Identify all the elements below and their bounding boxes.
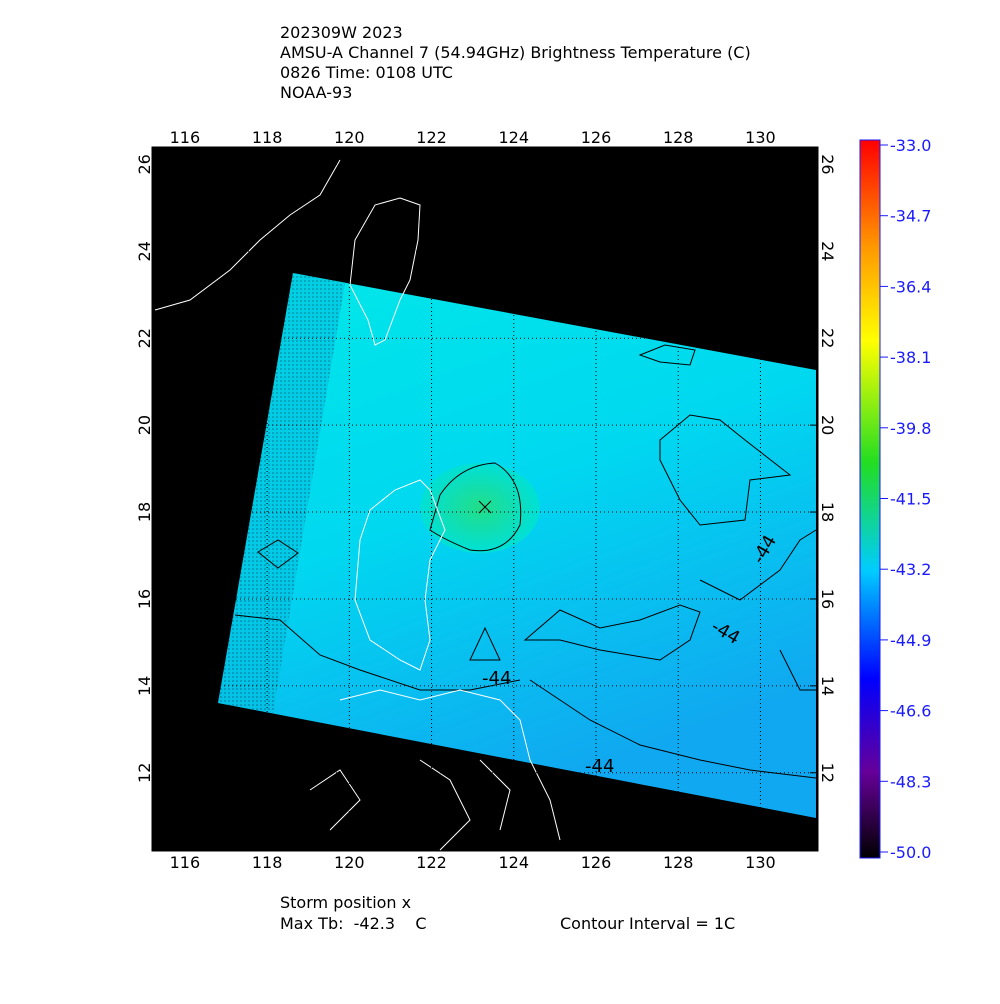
y-tick-label: 22 (135, 328, 154, 348)
warm-core (420, 463, 540, 553)
colorbar-label: -44.9 (890, 631, 931, 650)
colorbar-label: -39.8 (890, 419, 931, 438)
y-tick-label: 16 (818, 589, 837, 609)
x-tick-label: 118 (252, 853, 283, 872)
x-tick-label: 130 (745, 853, 776, 872)
colorbar-label: -48.3 (890, 772, 931, 791)
y-tick-label: 14 (135, 676, 154, 696)
y-tick-label: 26 (135, 154, 154, 174)
x-tick-label: 116 (170, 853, 201, 872)
y-tick-label: 18 (135, 502, 154, 522)
x-tick-label: 124 (499, 128, 530, 147)
swath-edge (218, 273, 345, 713)
y-tick-label: 24 (818, 241, 837, 261)
x-tick-label: 120 (334, 853, 365, 872)
contour-label: -44 (585, 756, 614, 777)
x-tick-label: 118 (252, 128, 283, 147)
y-tick-label: 12 (135, 763, 154, 783)
x-tick-label: 116 (170, 128, 201, 147)
y-tick-label: 16 (135, 589, 154, 609)
footer-interval: Contour Interval = 1C (560, 914, 735, 933)
y-tick-label: 12 (818, 763, 837, 783)
x-tick-label: 124 (499, 853, 530, 872)
footer-max-tb: Max Tb: -42.3 C (280, 914, 427, 933)
header-line: 202309W 2023 (280, 23, 403, 42)
map-frame (151, 146, 819, 852)
coastlines (154, 159, 561, 851)
y-tick-label: 20 (135, 415, 154, 435)
x-tick-label: 120 (334, 128, 365, 147)
x-tick-label: 128 (663, 128, 694, 147)
contours (234, 344, 817, 779)
colorbar-label: -33.0 (890, 136, 931, 155)
colorbar-label: -50.0 (890, 843, 931, 862)
colorbar-label: -34.7 (890, 207, 931, 226)
x-tick-label: 128 (663, 853, 694, 872)
colorbar (859, 139, 881, 859)
colorbar-label: -36.4 (890, 277, 931, 296)
y-tick-label: 14 (818, 676, 837, 696)
colorbar-label: -43.2 (890, 560, 931, 579)
y-tick-label: 18 (818, 502, 837, 522)
x-tick-label: 126 (581, 128, 612, 147)
swath (218, 273, 816, 818)
y-tick-label: 22 (818, 328, 837, 348)
x-tick-label: 122 (416, 128, 447, 147)
colorbar-label: -46.6 (890, 702, 931, 721)
x-tick-label: 130 (745, 128, 776, 147)
y-tick-label: 24 (135, 241, 154, 261)
y-tick-label: 26 (818, 154, 837, 174)
x-tick-label: 126 (581, 853, 612, 872)
header-line: NOAA-93 (280, 83, 352, 102)
storm-marker (478, 500, 492, 514)
colorbar-label: -41.5 (890, 490, 931, 509)
y-tick-label: 20 (818, 415, 837, 435)
contour-label: -44 (482, 668, 511, 689)
header-line: 0826 Time: 0108 UTC (280, 63, 453, 82)
x-tick-label: 122 (416, 853, 447, 872)
grid (152, 147, 818, 851)
colorbar-label: -38.1 (890, 348, 931, 367)
footer-storm: Storm position x (280, 893, 411, 912)
header-line: AMSU-A Channel 7 (54.94GHz) Brightness T… (280, 43, 751, 62)
